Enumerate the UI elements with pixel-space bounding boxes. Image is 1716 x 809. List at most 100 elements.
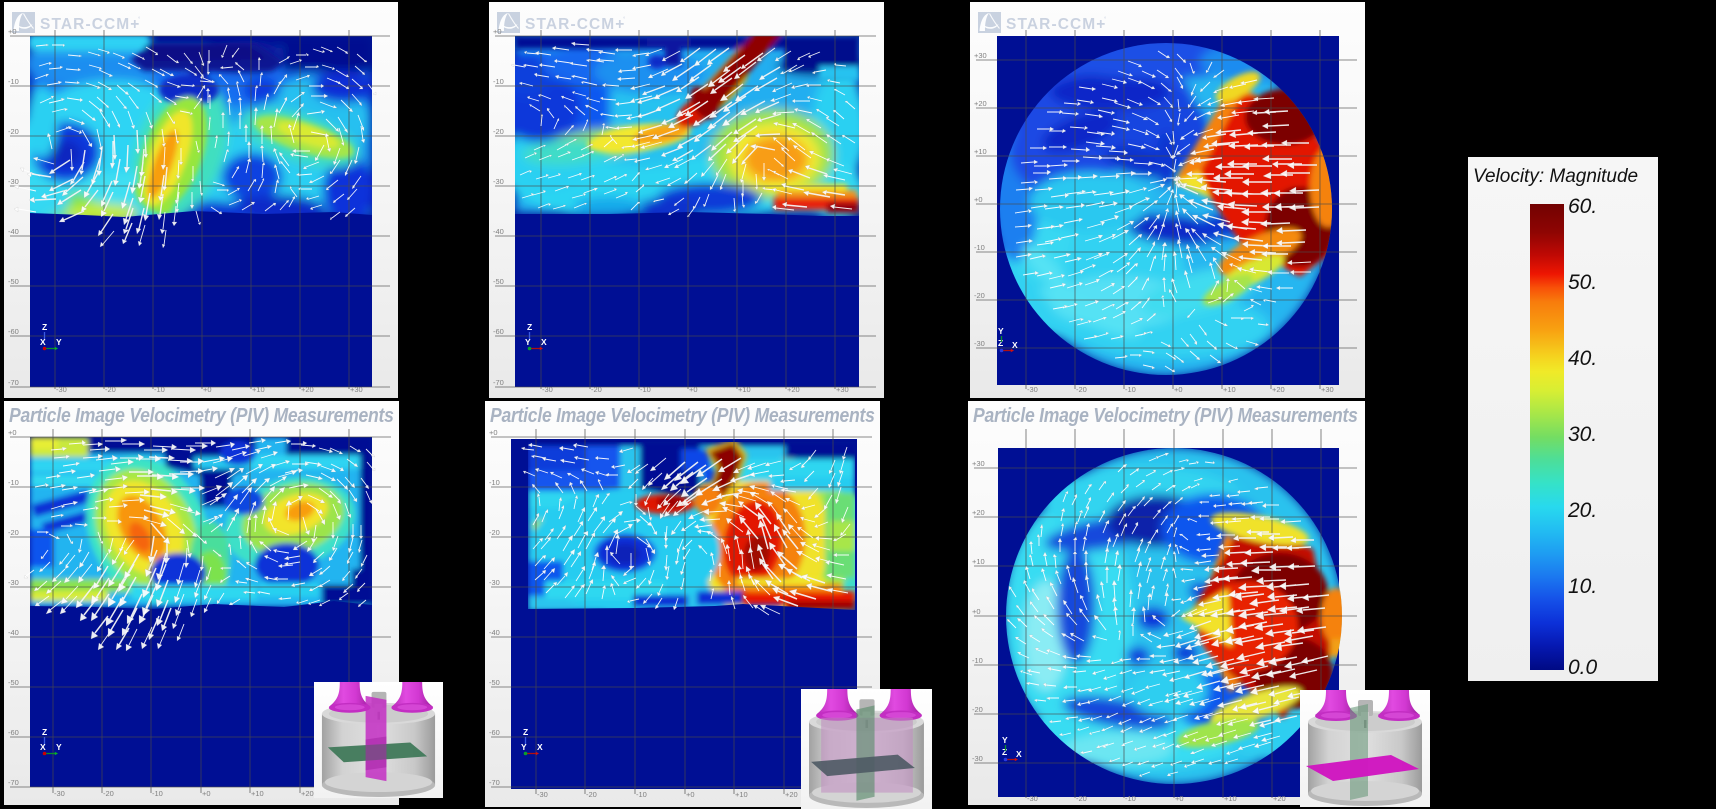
svg-text:+20: +20 [301,789,314,798]
svg-text:STAR-CCM+: STAR-CCM+ [1006,16,1106,33]
svg-text:+0: +0 [202,789,211,798]
svg-text:-20: -20 [8,528,19,537]
svg-text:+0: +0 [489,428,498,437]
svg-text:+10: +10 [972,557,985,566]
svg-text:X: X [40,337,46,347]
svg-text:-10: -10 [974,243,985,252]
svg-text:-30: -30 [537,790,548,799]
svg-text:Z: Z [998,338,1003,348]
svg-text:+0: +0 [203,385,212,394]
svg-text:+0: +0 [493,27,502,36]
svg-text:Y: Y [56,742,62,752]
svg-text:-30: -30 [56,385,67,394]
svg-text:-30: -30 [493,177,504,186]
svg-text:10.: 10. [1568,575,1597,598]
svg-text:+20: +20 [1273,794,1286,803]
svg-text:STAR-CCM+: STAR-CCM+ [525,16,625,33]
svg-text:-30: -30 [8,578,19,587]
svg-text:+20: +20 [1272,385,1285,394]
svg-text:-10: -10 [152,789,163,798]
svg-text:+20: +20 [301,385,314,394]
svg-text:X: X [1016,749,1022,759]
svg-text:-20: -20 [591,385,602,394]
svg-text:30.: 30. [1568,423,1597,446]
svg-text:-10: -10 [489,478,500,487]
svg-text:Y: Y [525,337,531,347]
svg-text:+0: +0 [1174,385,1183,394]
svg-text:Y: Y [521,742,527,752]
svg-text:Z: Z [42,322,47,332]
svg-text:+30: +30 [974,51,987,60]
svg-text:+10: +10 [252,385,265,394]
svg-text:+10: +10 [974,147,987,156]
svg-text:+0: +0 [8,27,17,36]
svg-text:+10: +10 [251,789,264,798]
svg-text:°: ° [1104,17,1107,23]
svg-text:40.: 40. [1568,347,1597,370]
svg-text:Velocity: Magnitude: Velocity: Magnitude [1473,166,1638,187]
svg-text:-60: -60 [8,327,19,336]
svg-text:-30: -30 [54,789,65,798]
svg-text:+10: +10 [1224,794,1237,803]
svg-text:+0: +0 [686,790,695,799]
svg-text:X: X [541,337,547,347]
svg-text:Z: Z [42,727,47,737]
svg-text:-60: -60 [489,728,500,737]
svg-text:-10: -10 [640,385,651,394]
svg-text:STAR-CCM+: STAR-CCM+ [40,16,140,33]
svg-text:0.0: 0.0 [1568,656,1598,679]
svg-text:-20: -20 [1076,385,1087,394]
svg-text:-70: -70 [493,378,504,387]
svg-text:+20: +20 [974,99,987,108]
svg-text:+10: +10 [738,385,751,394]
svg-text:X: X [1012,340,1018,350]
svg-text:-10: -10 [636,790,647,799]
svg-text:-10: -10 [8,478,19,487]
svg-text:-50: -50 [8,678,19,687]
svg-text:+10: +10 [735,790,748,799]
svg-text:50.: 50. [1568,271,1597,294]
svg-text:-70: -70 [8,778,19,787]
svg-text:-40: -40 [8,628,19,637]
svg-text:-10: -10 [1125,794,1136,803]
svg-text:+30: +30 [350,385,363,394]
svg-text:-30: -30 [1027,794,1038,803]
svg-text:-30: -30 [8,177,19,186]
svg-text:-60: -60 [8,728,19,737]
svg-text:+10: +10 [1223,385,1236,394]
svg-text:-50: -50 [493,277,504,286]
svg-text:+0: +0 [1175,794,1184,803]
svg-text:+30: +30 [1321,385,1334,394]
svg-text:60.: 60. [1568,195,1597,218]
svg-text:-30: -30 [542,385,553,394]
svg-text:-30: -30 [1027,385,1038,394]
svg-text:+20: +20 [787,385,800,394]
svg-text:+30: +30 [972,459,985,468]
svg-text:-20: -20 [586,790,597,799]
svg-text:-20: -20 [1076,794,1087,803]
svg-text:-10: -10 [1125,385,1136,394]
svg-text:+0: +0 [974,195,983,204]
svg-text:-20: -20 [8,127,19,136]
svg-text:-30: -30 [972,754,983,763]
svg-text:-20: -20 [103,789,114,798]
svg-text:+20: +20 [785,790,798,799]
svg-text:+20: +20 [972,508,985,517]
svg-text:Y: Y [1002,735,1008,745]
svg-text:-20: -20 [972,705,983,714]
svg-text:Z: Z [523,727,528,737]
svg-text:-20: -20 [489,528,500,537]
svg-text:-40: -40 [8,227,19,236]
svg-text:-10: -10 [493,77,504,86]
svg-text:Z: Z [527,322,532,332]
svg-text:-50: -50 [489,678,500,687]
svg-text:°: ° [623,17,626,23]
svg-text:Y: Y [998,326,1004,336]
svg-text:-20: -20 [493,127,504,136]
svg-text:°: ° [138,17,141,23]
svg-text:+30: +30 [836,385,849,394]
svg-text:-20: -20 [974,291,985,300]
svg-text:-40: -40 [489,628,500,637]
svg-text:-10: -10 [154,385,165,394]
svg-text:-40: -40 [493,227,504,236]
